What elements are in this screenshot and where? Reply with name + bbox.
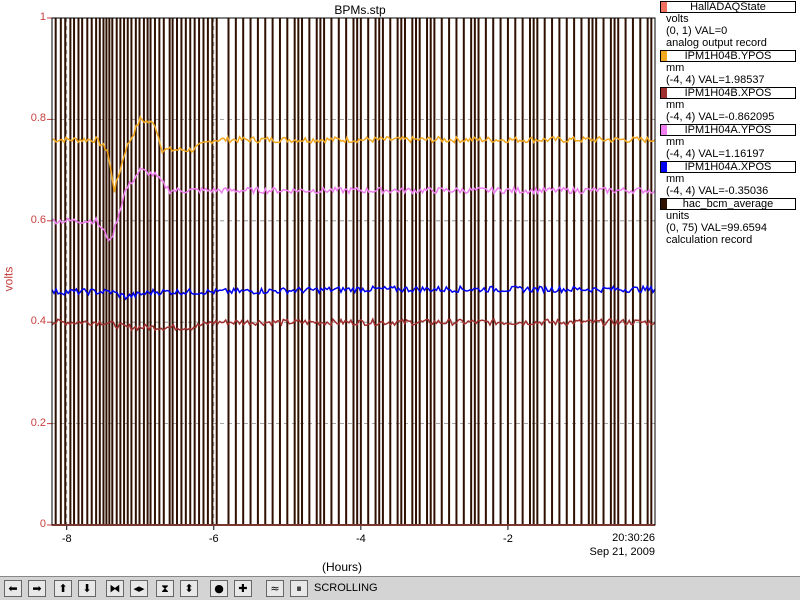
legend-color-swatch [661,125,667,135]
y-tick-label: 0.8 [30,112,46,125]
strip-chart-plot[interactable] [0,0,800,576]
arrow-left-icon[interactable]: ⬅ [4,580,22,597]
legend-swatch-box: IPM1H04A.YPOS [660,124,796,136]
legend-detail-line: (0, 1) VAL=0 [666,25,728,37]
series-ipm1h04a-xpos [51,284,656,301]
legend-swatch-box: IPM1H04B.YPOS [660,50,796,62]
legend-series-name: HallADAQState [690,1,766,13]
zoom-in-vertical-icon[interactable]: ⧗ [156,580,174,597]
y-tick-label: 0.2 [30,416,46,429]
legend-detail-line: (-4, 4) VAL=-0.862095 [666,111,775,123]
legend-detail-line: (-4, 4) VAL=1.16197 [666,148,765,160]
scroll-mode-icon[interactable]: ≈ [266,580,284,597]
autoscale-icon[interactable]: ● [210,580,228,597]
legend-item[interactable]: IPM1H04A.XPOS mm (-4, 4) VAL=-0.35036 [660,161,800,197]
legend-detail-line: (-4, 4) VAL=-0.35036 [666,185,769,197]
legend-color-swatch [661,199,667,209]
legend-series-name: IPM1H04B.XPOS [684,87,772,99]
legend-item[interactable]: hac_bcm_average units (0, 75) VAL=99.6594 c… [660,198,800,246]
legend-detail-line: mm [666,99,685,111]
series-ipm1h04b-xpos [51,317,656,332]
legend-detail-line: mm [666,62,685,74]
legend-detail-line: (-4, 4) VAL=1.98537 [666,74,765,86]
legend-item[interactable]: IPM1H04B.YPOS mm (-4, 4) VAL=1.98537 [660,50,800,86]
legend-swatch-box: hac_bcm_average [660,198,796,210]
legend-detail-line: (0, 75) VAL=99.6594 [666,222,768,234]
y-tick-label: 0.4 [30,315,46,328]
legend-detail-line: units [666,210,690,222]
x-tick-label: -4 [355,533,366,545]
x-axis-label: (Hours) [322,560,363,574]
arrow-down-icon[interactable]: ⬇ [78,580,96,597]
legend-color-swatch [661,162,667,172]
legend: HallADAQState volts (0, 1) VAL=0 analog out… [660,0,800,246]
legend-detail-line: mm [666,173,685,185]
zoom-in-horizontal-icon[interactable]: ⧓ [106,580,124,597]
x-tick-label: -6 [208,533,219,545]
y-tick-label: 0.6 [30,213,46,226]
zoom-out-horizontal-icon[interactable]: ◂▸ [130,580,148,597]
legend-swatch-box: HallADAQState [660,1,796,13]
end-time-label: 20:30:26 [612,532,655,544]
end-date-label: Sep 21, 2009 [589,546,655,558]
legend-series-name: IPM1H04B.YPOS [684,50,772,62]
legend-color-swatch [661,51,667,61]
legend-detail-line: mm [666,136,685,148]
legend-item[interactable]: HallADAQState volts (0, 1) VAL=0 analog out… [660,1,800,49]
series-ipm1h04a-ypos [51,167,656,242]
y-tick-label: 1 [39,11,46,23]
legend-detail-line: volts [666,13,689,25]
legend-swatch-box: IPM1H04A.XPOS [660,161,796,173]
arrow-up-icon[interactable]: ⬆ [54,580,72,597]
pause-icon[interactable]: ⏸ [290,580,308,597]
legend-color-swatch [661,88,667,98]
zoom-out-vertical-icon[interactable]: ⬍ [180,580,198,597]
x-tick-label: -8 [61,533,72,545]
legend-detail-line: analog output record [666,37,767,49]
y-tick-label: 0 [39,518,46,530]
status-text: SCROLLING [314,582,378,594]
legend-series-name: IPM1H04A.YPOS [684,124,772,136]
legend-swatch-box: IPM1H04B.XPOS [660,87,796,99]
legend-item[interactable]: IPM1H04A.YPOS mm (-4, 4) VAL=1.16197 [660,124,800,160]
legend-series-name: hac_bcm_average [682,198,774,210]
legend-series-name: IPM1H04A.XPOS [684,161,772,173]
legend-detail-line: calculation record [666,234,753,246]
series-ipm1h04b-ypos [51,115,656,193]
add-icon[interactable]: ✚ [234,580,252,597]
arrow-right-icon[interactable]: ➡ [28,580,46,597]
plot-border [51,17,656,526]
legend-color-swatch [661,2,667,12]
toolbar: ⬅ ➡ ⬆ ⬇ ⧓ ◂▸ ⧗ ⬍ ● ✚ ≈ ⏸ SCROLLING [0,576,800,600]
legend-item[interactable]: IPM1H04B.XPOS mm (-4, 4) VAL=-0.862095 [660,87,800,123]
x-tick-label: -2 [503,533,513,545]
chart-title: BPMs.stp [334,3,386,17]
